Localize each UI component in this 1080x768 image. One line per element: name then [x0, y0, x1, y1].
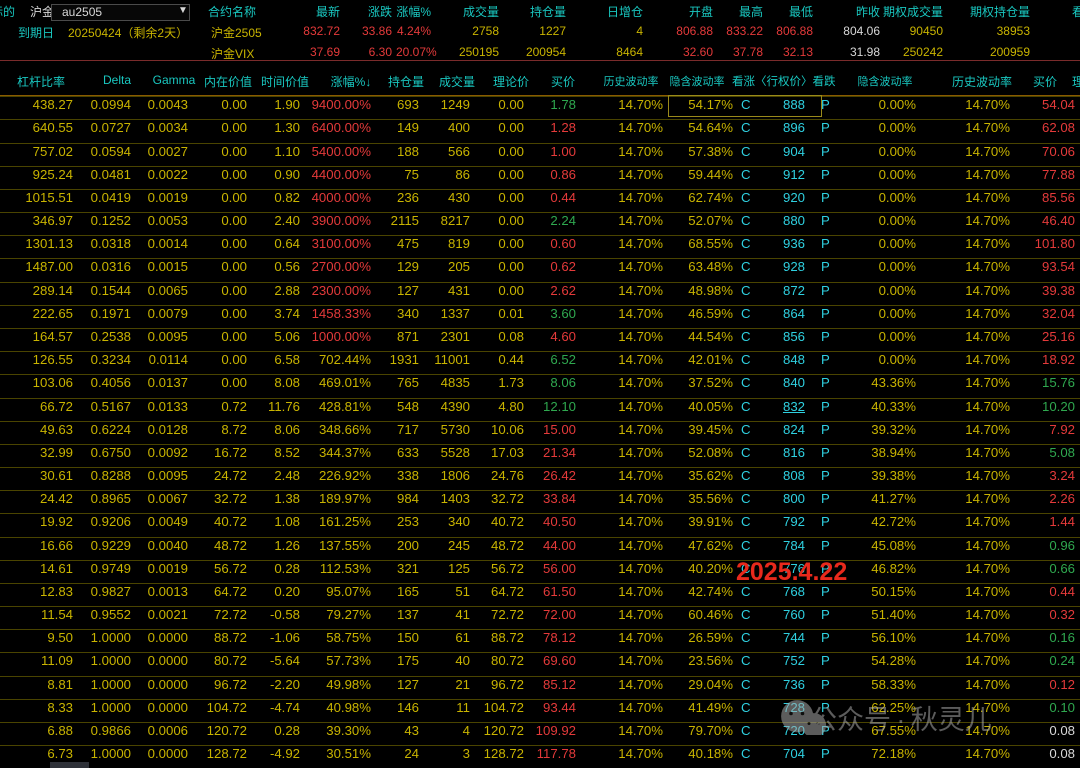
svg-text:公众号 · 秋灵儿: 公众号 · 秋灵儿	[810, 705, 992, 735]
